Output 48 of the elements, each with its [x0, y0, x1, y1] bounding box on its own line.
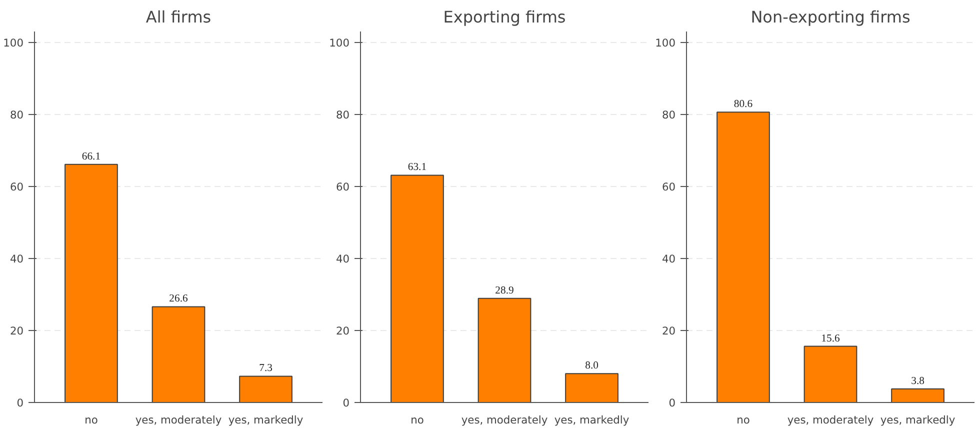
y-tick-label: 100: [655, 36, 676, 50]
x-tick-label: yes, markedly: [554, 414, 630, 426]
y-tick-label: 80: [662, 108, 676, 122]
chart-title: Non-exporting firms: [750, 8, 910, 26]
y-tick-label: 0: [668, 396, 676, 410]
y-tick-label: 40: [662, 252, 676, 266]
y-tick-label: 0: [342, 396, 350, 410]
bar: [804, 346, 858, 402]
y-tick-label: 80: [10, 108, 24, 122]
x-tick-label: yes, moderately: [135, 414, 222, 426]
y-tick-label: 40: [10, 252, 24, 266]
y-tick-label: 100: [3, 36, 24, 50]
chart-title: All firms: [146, 8, 212, 26]
data-label: 66.1: [82, 151, 101, 162]
y-tick-label: 60: [662, 180, 676, 194]
data-label: 3.8: [911, 376, 924, 387]
data-label: 63.1: [408, 162, 427, 174]
bar: [64, 164, 118, 402]
x-tick-label: no: [84, 414, 98, 426]
x-tick-label: no: [736, 414, 750, 426]
x-tick-label: yes, moderately: [461, 414, 548, 426]
data-label: 7.3: [259, 363, 272, 374]
data-label: 80.6: [734, 99, 754, 110]
x-tick-label: yes, markedly: [228, 414, 304, 426]
x-tick-label: no: [410, 414, 424, 426]
bar: [152, 306, 206, 402]
bar: [716, 112, 770, 402]
chart-title: Exporting firms: [443, 8, 566, 26]
data-label: 28.9: [495, 285, 514, 296]
bar: [390, 174, 444, 402]
bar: [478, 298, 532, 402]
y-tick-label: 60: [336, 180, 350, 194]
y-tick-label: 20: [336, 324, 350, 338]
data-label: 26.6: [169, 294, 188, 305]
y-tick-label: 60: [10, 180, 24, 194]
x-tick-label: yes, moderately: [787, 414, 874, 426]
data-label: 15.6: [821, 333, 840, 344]
bar: [239, 376, 292, 402]
bar: [891, 388, 944, 402]
y-tick-label: 20: [10, 324, 24, 338]
y-tick-label: 20: [662, 324, 676, 338]
y-tick-label: 80: [336, 108, 350, 122]
y-tick-label: 100: [329, 36, 350, 50]
data-label: 8.0: [585, 360, 598, 372]
y-tick-label: 0: [16, 396, 24, 410]
bar: [565, 373, 618, 402]
y-tick-label: 40: [336, 252, 350, 266]
x-tick-label: yes, markedly: [880, 414, 956, 426]
